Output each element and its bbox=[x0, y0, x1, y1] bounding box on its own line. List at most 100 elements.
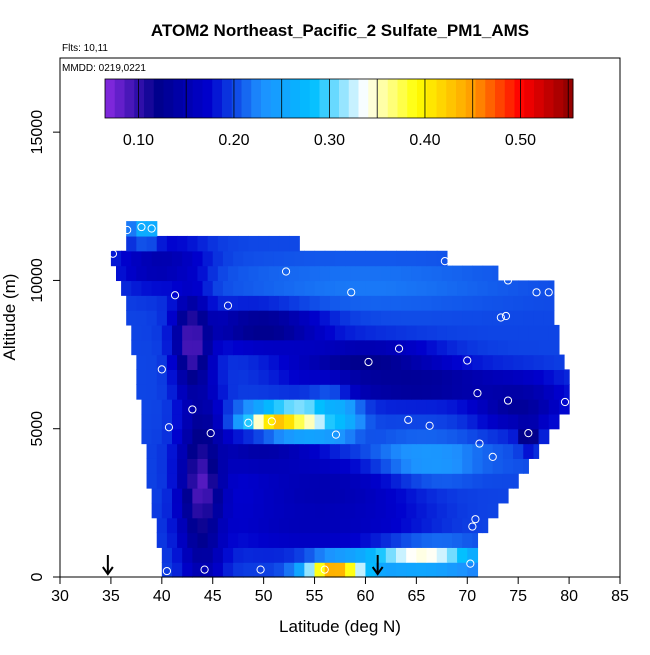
heatmap-cell bbox=[299, 443, 311, 459]
heatmap-cell bbox=[431, 517, 443, 534]
heatmap-cell bbox=[365, 488, 377, 504]
heatmap-cell bbox=[421, 473, 433, 489]
heatmap-cell bbox=[263, 324, 275, 341]
heatmap-cell bbox=[385, 399, 397, 415]
heatmap-cell bbox=[268, 310, 280, 326]
heatmap-cell bbox=[304, 413, 316, 430]
heatmap-cell bbox=[334, 488, 346, 504]
heatmap-cell bbox=[375, 339, 387, 356]
heatmap-cell bbox=[360, 473, 372, 489]
heatmap-cell bbox=[309, 369, 321, 385]
heatmap-cell bbox=[329, 384, 341, 400]
colorbar-swatch bbox=[183, 79, 194, 118]
heatmap-cell bbox=[350, 310, 361, 326]
heatmap-cell bbox=[238, 310, 249, 326]
heatmap-cell bbox=[375, 502, 387, 519]
sample-point bbox=[223, 301, 233, 310]
heatmap-cell bbox=[411, 458, 423, 474]
heatmap-cell bbox=[187, 473, 199, 489]
heatmap-cell bbox=[131, 339, 143, 356]
heatmap-cell bbox=[248, 384, 260, 400]
heatmap-cell bbox=[278, 235, 290, 252]
sample-point bbox=[503, 276, 513, 285]
heatmap-cell bbox=[441, 369, 453, 385]
sample-point bbox=[544, 288, 553, 297]
heatmap-cell bbox=[273, 399, 285, 415]
heatmap-cell bbox=[350, 458, 361, 474]
heatmap-cell bbox=[340, 384, 351, 400]
heatmap-cell bbox=[136, 354, 148, 370]
heatmap-cell bbox=[192, 339, 204, 356]
heatmap-cell bbox=[253, 413, 265, 430]
heatmap-cell bbox=[452, 369, 463, 385]
heatmap-cell bbox=[146, 235, 158, 252]
heatmap-cell bbox=[518, 324, 529, 341]
colorbar-swatch bbox=[514, 79, 525, 118]
sample-point bbox=[475, 439, 484, 448]
heatmap-cell bbox=[411, 295, 423, 311]
heatmap-cell bbox=[497, 280, 509, 296]
heatmap-cell bbox=[314, 324, 326, 341]
heatmap-cell bbox=[345, 339, 356, 356]
heatmap-cell bbox=[243, 399, 255, 415]
heatmap-cell bbox=[370, 517, 382, 534]
heatmap-cell bbox=[243, 428, 255, 445]
heatmap-cell bbox=[324, 488, 336, 504]
heatmap-cell bbox=[243, 413, 255, 430]
sample-point bbox=[281, 267, 291, 276]
heatmap-cell bbox=[197, 265, 209, 282]
heatmap-cell bbox=[406, 547, 417, 563]
heatmap-cell bbox=[222, 339, 234, 356]
heatmap-cell bbox=[222, 250, 234, 267]
heatmap-cell bbox=[385, 547, 397, 563]
heatmap-cell bbox=[487, 413, 499, 430]
sample-point bbox=[466, 559, 475, 568]
heatmap-cell bbox=[385, 280, 397, 296]
heatmap-cell bbox=[136, 295, 148, 311]
heatmap-cell bbox=[452, 310, 463, 326]
heatmap-cell bbox=[324, 324, 336, 341]
heatmap-cell bbox=[253, 399, 265, 415]
colorbar-swatch bbox=[280, 79, 291, 118]
heatmap-cell bbox=[268, 384, 280, 400]
heatmap-cell bbox=[172, 250, 183, 267]
heatmap-cell bbox=[523, 310, 535, 326]
heatmap-cell bbox=[457, 547, 468, 563]
heatmap-cell bbox=[345, 280, 356, 296]
heatmap-cell bbox=[278, 295, 290, 311]
heatmap-cell bbox=[212, 324, 224, 341]
heatmap-cell bbox=[304, 280, 316, 296]
sample-point bbox=[560, 397, 570, 407]
plot-frame bbox=[59, 57, 621, 578]
heatmap-cell bbox=[156, 295, 168, 311]
heatmap-cell bbox=[457, 428, 468, 445]
heatmap-cell bbox=[177, 384, 188, 400]
heatmap-cell bbox=[477, 280, 489, 296]
heatmap-cell bbox=[345, 562, 356, 578]
heatmap-cell bbox=[365, 562, 377, 578]
heatmap-cell bbox=[426, 339, 438, 356]
colorbar-swatch bbox=[173, 79, 184, 118]
heatmap-cell bbox=[228, 473, 239, 489]
heatmap-cell bbox=[370, 295, 382, 311]
heatmap-cell bbox=[426, 413, 438, 430]
heatmap-cell bbox=[294, 488, 305, 504]
heatmap-cell bbox=[441, 458, 453, 474]
heatmap-cell bbox=[482, 517, 489, 534]
heatmap-cell bbox=[151, 324, 163, 341]
heatmap-cell bbox=[248, 458, 260, 474]
heatmap-cell bbox=[294, 399, 305, 415]
heatmap-cell bbox=[334, 399, 346, 415]
heatmap-cell bbox=[396, 562, 407, 578]
heatmap-cell bbox=[487, 488, 499, 504]
heatmap-cell bbox=[131, 324, 143, 341]
heatmap-cell bbox=[543, 295, 555, 311]
heatmap-cell bbox=[294, 502, 305, 519]
colorbar-swatch bbox=[456, 79, 467, 118]
heatmap-cell bbox=[182, 562, 193, 578]
heatmap-cell bbox=[375, 280, 387, 296]
heatmap-cell bbox=[268, 369, 280, 385]
heatmap-cell bbox=[457, 324, 468, 341]
heatmap-cell bbox=[309, 473, 321, 489]
heatmap-cell bbox=[228, 235, 239, 252]
